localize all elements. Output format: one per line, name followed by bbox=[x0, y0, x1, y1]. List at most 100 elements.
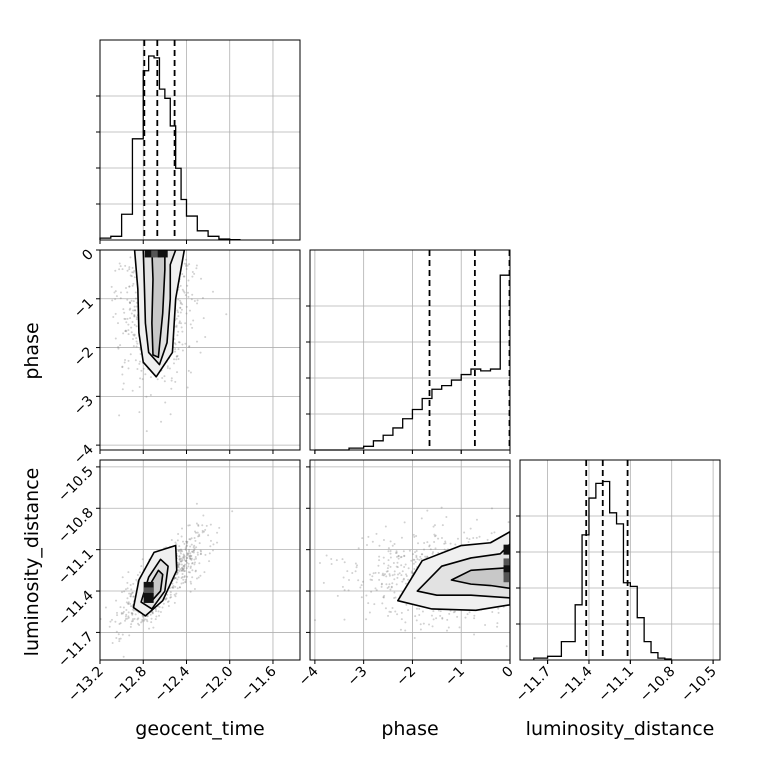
density-geocent-time-vs-phase-point bbox=[121, 365, 124, 368]
density-geocent-time-vs-phase-peak-cell bbox=[151, 250, 162, 258]
density-phase-vs-luminosity-distance-point bbox=[418, 558, 421, 561]
density-geocent-time-vs-luminosity-distance-point bbox=[191, 576, 194, 579]
density-geocent-time-vs-phase-point bbox=[119, 291, 122, 294]
density-geocent-time-vs-luminosity-distance-point bbox=[111, 642, 114, 645]
density-geocent-time-vs-luminosity-distance-point bbox=[127, 615, 130, 618]
density-phase-vs-luminosity-distance-point bbox=[374, 587, 377, 590]
density-geocent-time-vs-luminosity-distance-point bbox=[185, 540, 188, 543]
density-phase-vs-luminosity-distance-point bbox=[405, 573, 408, 576]
density-phase-vs-luminosity-distance-point bbox=[383, 594, 386, 597]
density-phase-vs-luminosity-distance-point bbox=[415, 556, 418, 559]
density-geocent-time-vs-phase-point bbox=[133, 270, 136, 273]
density-phase-vs-luminosity-distance-point bbox=[515, 606, 517, 608]
density-geocent-time-vs-luminosity-distance-point bbox=[189, 557, 192, 560]
density-geocent-time-vs-phase-point bbox=[135, 305, 138, 308]
density-phase-vs-luminosity-distance-point bbox=[374, 571, 377, 574]
density-geocent-time-vs-luminosity-distance-point bbox=[201, 531, 204, 534]
density-phase-vs-luminosity-distance-point bbox=[388, 573, 391, 576]
density-geocent-time-vs-luminosity-distance-point bbox=[189, 538, 192, 541]
density-geocent-time-vs-luminosity-distance-point bbox=[194, 569, 197, 572]
density-geocent-time-vs-phase-point bbox=[129, 353, 132, 356]
density-geocent-time-vs-phase-point bbox=[119, 297, 122, 300]
density-phase-vs-luminosity-distance-point bbox=[591, 570, 593, 572]
density-geocent-time-vs-luminosity-distance-point bbox=[199, 574, 202, 577]
density-geocent-time-vs-phase-point bbox=[140, 369, 143, 372]
density-geocent-time-vs-phase-point bbox=[166, 367, 169, 370]
density-phase-vs-luminosity-distance-point bbox=[393, 573, 396, 576]
density-phase-vs-luminosity-distance-point bbox=[382, 539, 385, 542]
density-geocent-time-vs-luminosity-distance-point bbox=[198, 534, 201, 537]
xtick-label-phase: 0 bbox=[499, 664, 517, 682]
density-geocent-time-vs-luminosity-distance-point bbox=[120, 611, 123, 614]
density-geocent-time-vs-luminosity-distance-point bbox=[115, 611, 118, 614]
density-geocent-time-vs-phase-point bbox=[114, 269, 117, 272]
density-geocent-time-vs-luminosity-distance-point bbox=[199, 549, 202, 552]
density-geocent-time-vs-luminosity-distance-point bbox=[196, 553, 199, 556]
density-geocent-time-vs-luminosity-distance-point bbox=[183, 575, 186, 578]
density-geocent-time-vs-luminosity-distance-point bbox=[186, 544, 189, 547]
density-phase-vs-luminosity-distance-point bbox=[523, 549, 525, 551]
xlabel-phase: phase bbox=[381, 718, 438, 740]
density-geocent-time-vs-luminosity-distance-point bbox=[145, 618, 148, 621]
density-geocent-time-vs-phase-point bbox=[124, 358, 127, 361]
density-geocent-time-vs-phase-point bbox=[121, 388, 124, 391]
density-phase-vs-luminosity-distance-point bbox=[391, 574, 394, 577]
density-phase-vs-luminosity-distance-point bbox=[412, 562, 415, 565]
density-geocent-time-vs-luminosity-distance-point bbox=[174, 541, 177, 544]
density-phase-vs-luminosity-distance-point bbox=[432, 525, 435, 528]
density-phase-vs-luminosity-distance-point bbox=[549, 598, 551, 600]
density-geocent-time-vs-luminosity-distance-point bbox=[183, 567, 186, 570]
density-phase-vs-luminosity-distance-point bbox=[403, 521, 406, 524]
density-geocent-time-vs-luminosity-distance-point bbox=[132, 609, 135, 612]
density-geocent-time-vs-phase-point bbox=[131, 320, 134, 323]
density-phase-vs-luminosity-distance-point bbox=[407, 578, 410, 581]
density-phase-vs-luminosity-distance-point bbox=[354, 570, 357, 573]
density-phase-vs-luminosity-distance-point bbox=[517, 625, 519, 627]
density-geocent-time-vs-luminosity-distance-point bbox=[182, 540, 185, 543]
density-phase-vs-luminosity-distance-point bbox=[497, 607, 500, 610]
density-phase-vs-luminosity-distance-point bbox=[403, 555, 406, 558]
density-geocent-time-vs-luminosity-distance-point bbox=[115, 630, 118, 633]
density-geocent-time-vs-phase-point bbox=[145, 430, 148, 433]
density-geocent-time-vs-luminosity-distance-point bbox=[188, 550, 191, 553]
density-geocent-time-vs-luminosity-distance-point bbox=[205, 524, 208, 527]
density-geocent-time-vs-phase-point bbox=[179, 301, 182, 304]
density-geocent-time-vs-luminosity-distance-plot-area bbox=[100, 460, 300, 660]
density-phase-vs-luminosity-distance-point bbox=[384, 525, 387, 528]
density-phase-vs-luminosity-distance-point bbox=[401, 580, 404, 583]
density-geocent-time-vs-phase-point bbox=[181, 343, 184, 346]
density-phase-vs-luminosity-distance-point bbox=[389, 556, 392, 559]
density-phase-vs-luminosity-distance-point bbox=[447, 626, 450, 629]
density-geocent-time-vs-luminosity-distance-point bbox=[169, 593, 172, 596]
density-phase-vs-luminosity-distance-point bbox=[347, 579, 350, 582]
density-geocent-time-vs-phase-point bbox=[118, 268, 121, 271]
density-geocent-time-vs-phase-point bbox=[135, 340, 138, 343]
density-phase-vs-luminosity-distance-point bbox=[510, 620, 512, 622]
density-phase-vs-luminosity-distance-point bbox=[535, 561, 537, 563]
density-geocent-time-vs-phase-point bbox=[126, 298, 129, 301]
density-geocent-time-vs-phase-point bbox=[130, 331, 133, 334]
density-phase-vs-luminosity-distance-point bbox=[390, 586, 393, 589]
density-geocent-time-vs-luminosity-distance-point bbox=[120, 591, 123, 594]
density-phase-vs-luminosity-distance-point bbox=[530, 567, 532, 569]
density-geocent-time-vs-phase-point bbox=[117, 347, 120, 350]
ytick-label-luminosity-distance: −10.8 bbox=[55, 505, 97, 547]
density-phase-vs-luminosity-distance-point bbox=[330, 557, 333, 560]
density-geocent-time-vs-luminosity-distance-point bbox=[191, 562, 194, 565]
density-phase-vs-luminosity-distance-point bbox=[403, 554, 406, 557]
density-phase-vs-luminosity-distance-point bbox=[490, 532, 493, 535]
density-phase-vs-luminosity-distance-point bbox=[466, 613, 469, 616]
density-phase-vs-luminosity-distance-point bbox=[356, 564, 359, 567]
density-phase-vs-luminosity-distance-point bbox=[513, 577, 515, 579]
density-phase-vs-luminosity-distance-point bbox=[515, 577, 517, 579]
density-geocent-time-vs-luminosity-distance-point bbox=[176, 539, 179, 542]
density-geocent-time-vs-luminosity-distance-point bbox=[121, 633, 124, 636]
density-phase-vs-luminosity-distance-point bbox=[389, 540, 392, 543]
density-geocent-time-vs-phase-point bbox=[129, 307, 132, 310]
density-geocent-time-vs-phase-point bbox=[179, 302, 182, 305]
density-phase-vs-luminosity-distance-point bbox=[554, 559, 556, 561]
density-geocent-time-vs-luminosity-distance-point bbox=[137, 622, 140, 625]
density-phase-vs-luminosity-distance-point bbox=[419, 555, 422, 558]
density-geocent-time-vs-phase-point bbox=[160, 420, 163, 423]
density-geocent-time-vs-luminosity-distance-point bbox=[193, 544, 196, 547]
